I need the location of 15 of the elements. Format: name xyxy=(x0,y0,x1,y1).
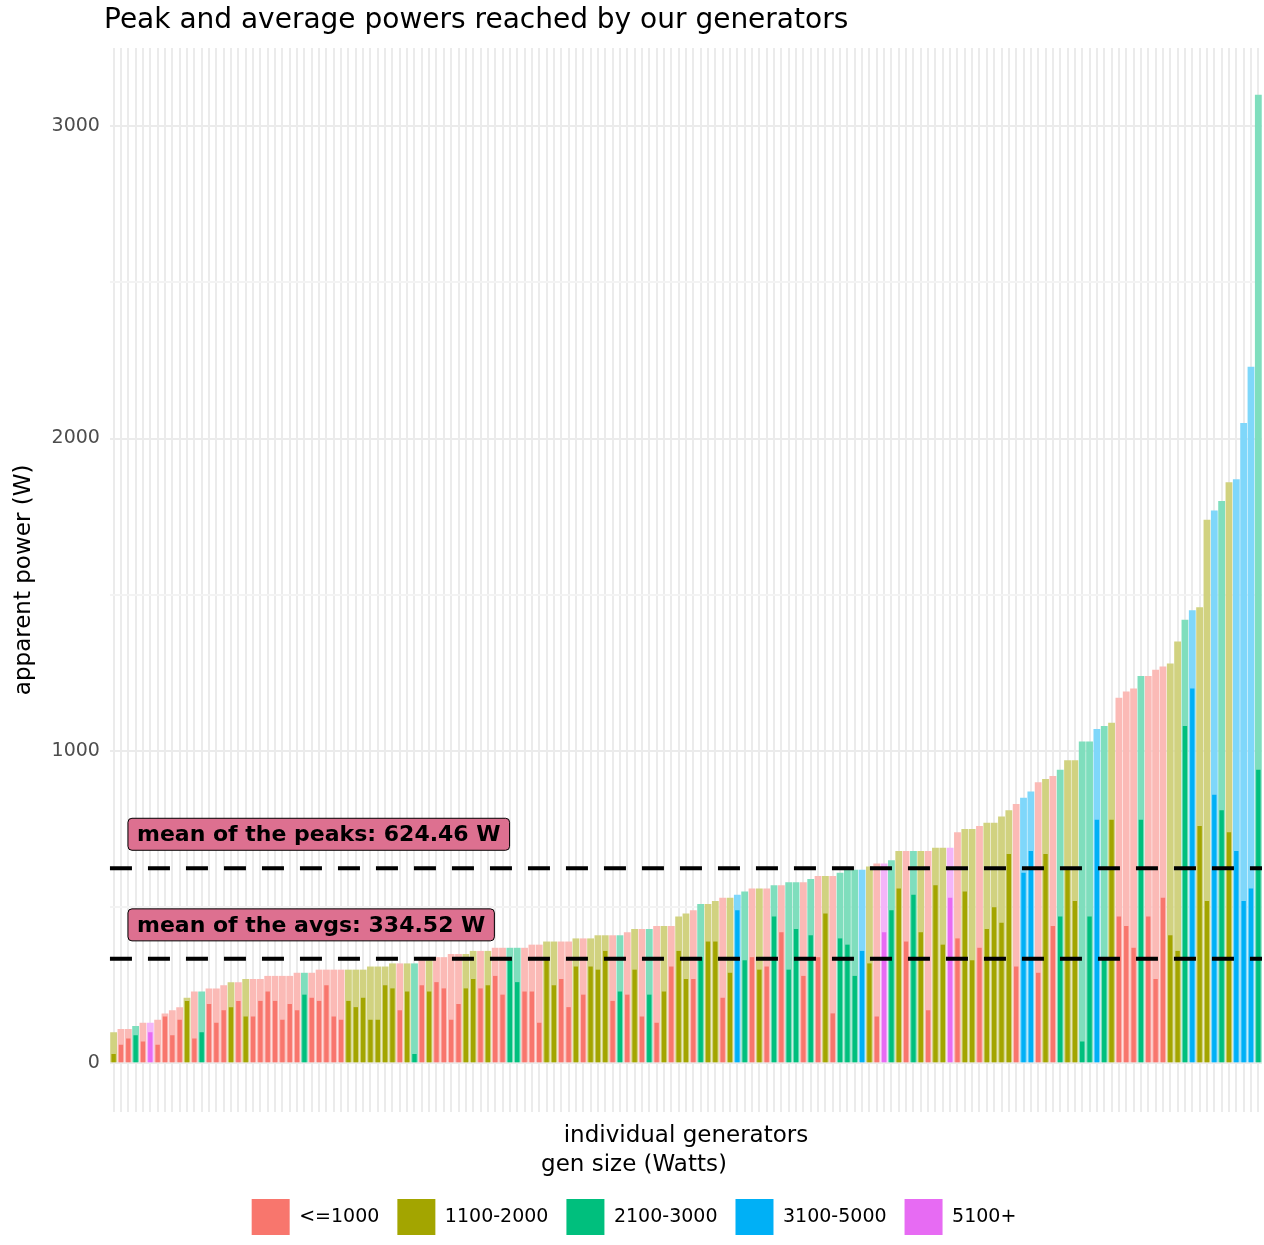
y-tick-label: 1000 xyxy=(51,737,100,760)
legend-label: 3100-5000 xyxy=(782,1203,887,1226)
ref-line-label: mean of the peaks: 624.46 W xyxy=(136,821,501,846)
legend-label: 2100-3000 xyxy=(613,1203,718,1226)
legend-label: 5100+ xyxy=(952,1203,1017,1226)
legend-label: <=1000 xyxy=(299,1203,380,1226)
y-tick-label: 2000 xyxy=(51,425,100,448)
x-axis-title: individual generators xyxy=(563,1120,809,1147)
y-tick-label: 0 xyxy=(87,1050,100,1073)
legend-title: gen size (Watts) xyxy=(541,1149,727,1176)
chart-title: Peak and average powers reached by our generators xyxy=(104,2,849,35)
y-tick-label: 3000 xyxy=(51,113,100,136)
y-axis-title: apparent power (W) xyxy=(8,464,35,696)
ref-line-label: mean of the avgs: 334.52 W xyxy=(136,911,486,937)
legend-label: 1100-2000 xyxy=(444,1203,549,1226)
